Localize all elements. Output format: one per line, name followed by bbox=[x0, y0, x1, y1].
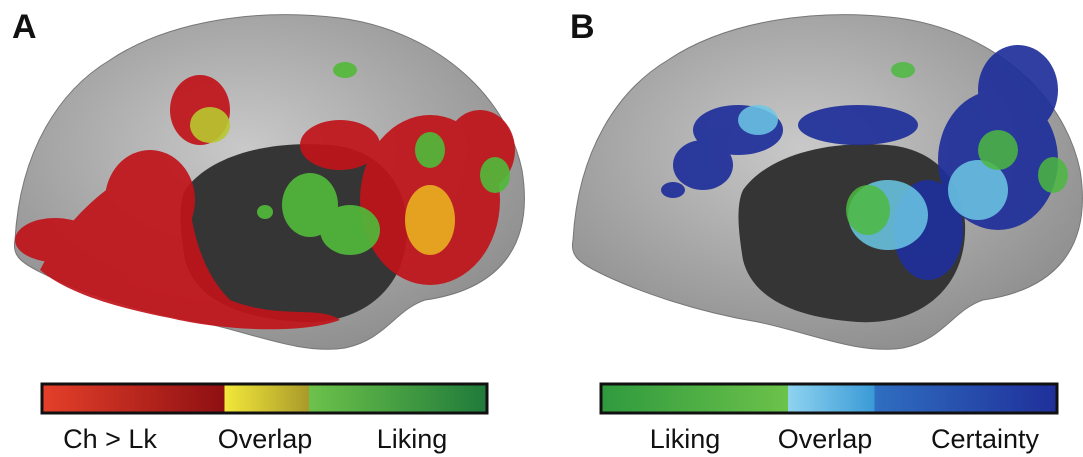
color-bar bbox=[601, 384, 1057, 413]
panel-label: B bbox=[570, 8, 595, 46]
panel-label: A bbox=[12, 8, 37, 46]
legend-label: Overlap bbox=[778, 424, 873, 454]
legend-label: Overlap bbox=[218, 424, 313, 454]
brain-a bbox=[14, 15, 524, 350]
legend-label: Ch > Lk bbox=[63, 424, 157, 454]
legend-label: Liking bbox=[377, 424, 448, 454]
brain-b bbox=[572, 15, 1082, 350]
legend-label: Liking bbox=[650, 424, 721, 454]
figure: A B Ch > Lk Overlap Liking Liking Overla… bbox=[0, 0, 1083, 457]
color-bar bbox=[42, 384, 487, 413]
legend-label: Certainty bbox=[931, 424, 1040, 454]
